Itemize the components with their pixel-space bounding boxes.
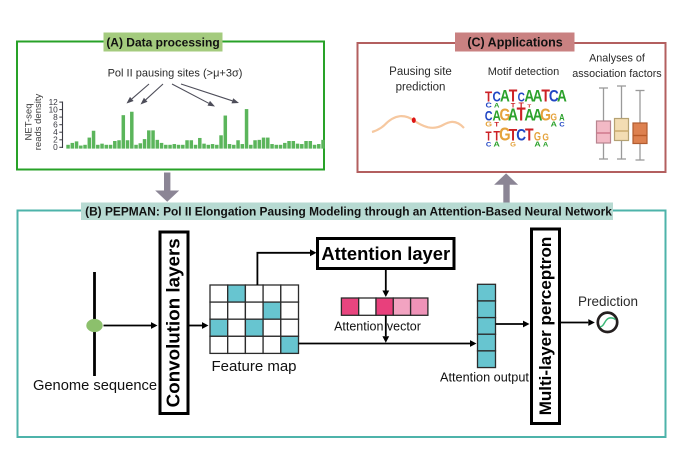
svg-text:0: 0 xyxy=(53,142,58,152)
svg-text:Pol II pausing sites (>μ+3σ): Pol II pausing sites (>μ+3σ) xyxy=(108,68,243,80)
svg-text:A: A xyxy=(493,107,502,124)
svg-text:A: A xyxy=(543,142,549,148)
svg-text:A: A xyxy=(508,106,519,125)
svg-text:G: G xyxy=(551,112,558,124)
svg-text:A: A xyxy=(524,87,534,106)
svg-text:T: T xyxy=(527,104,531,109)
svg-text:C: C xyxy=(518,92,525,105)
svg-text:A: A xyxy=(533,106,543,125)
svg-text:A: A xyxy=(534,140,541,148)
svg-text:Attention output: Attention output xyxy=(440,371,529,385)
svg-text:T: T xyxy=(519,101,525,109)
svg-text:4: 4 xyxy=(53,127,58,137)
svg-text:A: A xyxy=(494,103,500,109)
svg-text:G: G xyxy=(540,106,551,125)
svg-text:(C) Applications: (C) Applications xyxy=(467,36,562,50)
svg-text:G: G xyxy=(499,106,510,125)
svg-text:Multi-layer perceptron: Multi-layer perceptron xyxy=(536,237,555,416)
svg-text:A: A xyxy=(551,120,558,128)
svg-text:12: 12 xyxy=(49,97,59,107)
svg-text:G: G xyxy=(510,142,516,148)
svg-text:A: A xyxy=(559,112,564,123)
svg-text:T: T xyxy=(494,122,500,128)
svg-text:A: A xyxy=(500,87,510,106)
svg-text:C: C xyxy=(485,108,493,123)
svg-text:(A) Data processing: (A) Data processing xyxy=(106,36,219,50)
svg-text:G: G xyxy=(542,132,549,144)
svg-text:Attention vector: Attention vector xyxy=(334,320,421,334)
svg-text:A: A xyxy=(557,87,567,106)
svg-text:T: T xyxy=(509,126,518,145)
svg-text:C: C xyxy=(516,126,526,145)
svg-text:T: T xyxy=(509,87,518,106)
svg-text:NET-seq: NET-seq xyxy=(24,104,35,141)
svg-text:8: 8 xyxy=(53,112,58,122)
svg-text:C: C xyxy=(486,142,492,148)
svg-text:T: T xyxy=(493,128,500,143)
svg-text:T: T xyxy=(517,104,527,125)
svg-text:6: 6 xyxy=(53,120,58,130)
svg-text:G: G xyxy=(499,124,511,145)
svg-text:Prediction: Prediction xyxy=(578,294,638,309)
svg-text:Feature map: Feature map xyxy=(211,358,296,375)
svg-text:T: T xyxy=(525,126,534,145)
svg-text:A: A xyxy=(524,106,534,125)
svg-text:Genome sequence: Genome sequence xyxy=(33,378,157,394)
svg-text:T: T xyxy=(485,88,492,105)
svg-text:T: T xyxy=(511,103,517,109)
svg-text:association factors: association factors xyxy=(572,68,662,80)
svg-text:G: G xyxy=(485,120,492,128)
svg-text:G: G xyxy=(534,132,541,144)
svg-text:2: 2 xyxy=(53,135,58,145)
svg-text:Analyses of: Analyses of xyxy=(589,53,646,65)
svg-text:T: T xyxy=(486,131,492,144)
svg-text:T: T xyxy=(541,87,550,106)
svg-text:A: A xyxy=(494,140,501,148)
svg-text:C: C xyxy=(485,101,492,109)
svg-text:Pausing site: Pausing site xyxy=(389,66,452,78)
svg-text:reads density: reads density xyxy=(33,94,44,151)
svg-text:Motif detection: Motif detection xyxy=(488,66,560,78)
svg-text:prediction: prediction xyxy=(396,82,446,94)
svg-text:C: C xyxy=(493,88,502,105)
svg-text:C: C xyxy=(559,122,565,128)
svg-text:10: 10 xyxy=(49,105,59,115)
svg-text:Convolution layers: Convolution layers xyxy=(163,238,184,407)
svg-text:(B) PEPMAN: Pol II Elongation: (B) PEPMAN: Pol II Elongation Pausing Mo… xyxy=(85,205,612,219)
svg-text:Attention layer: Attention layer xyxy=(321,243,450,264)
svg-text:A: A xyxy=(533,87,543,106)
svg-text:C: C xyxy=(549,87,559,106)
